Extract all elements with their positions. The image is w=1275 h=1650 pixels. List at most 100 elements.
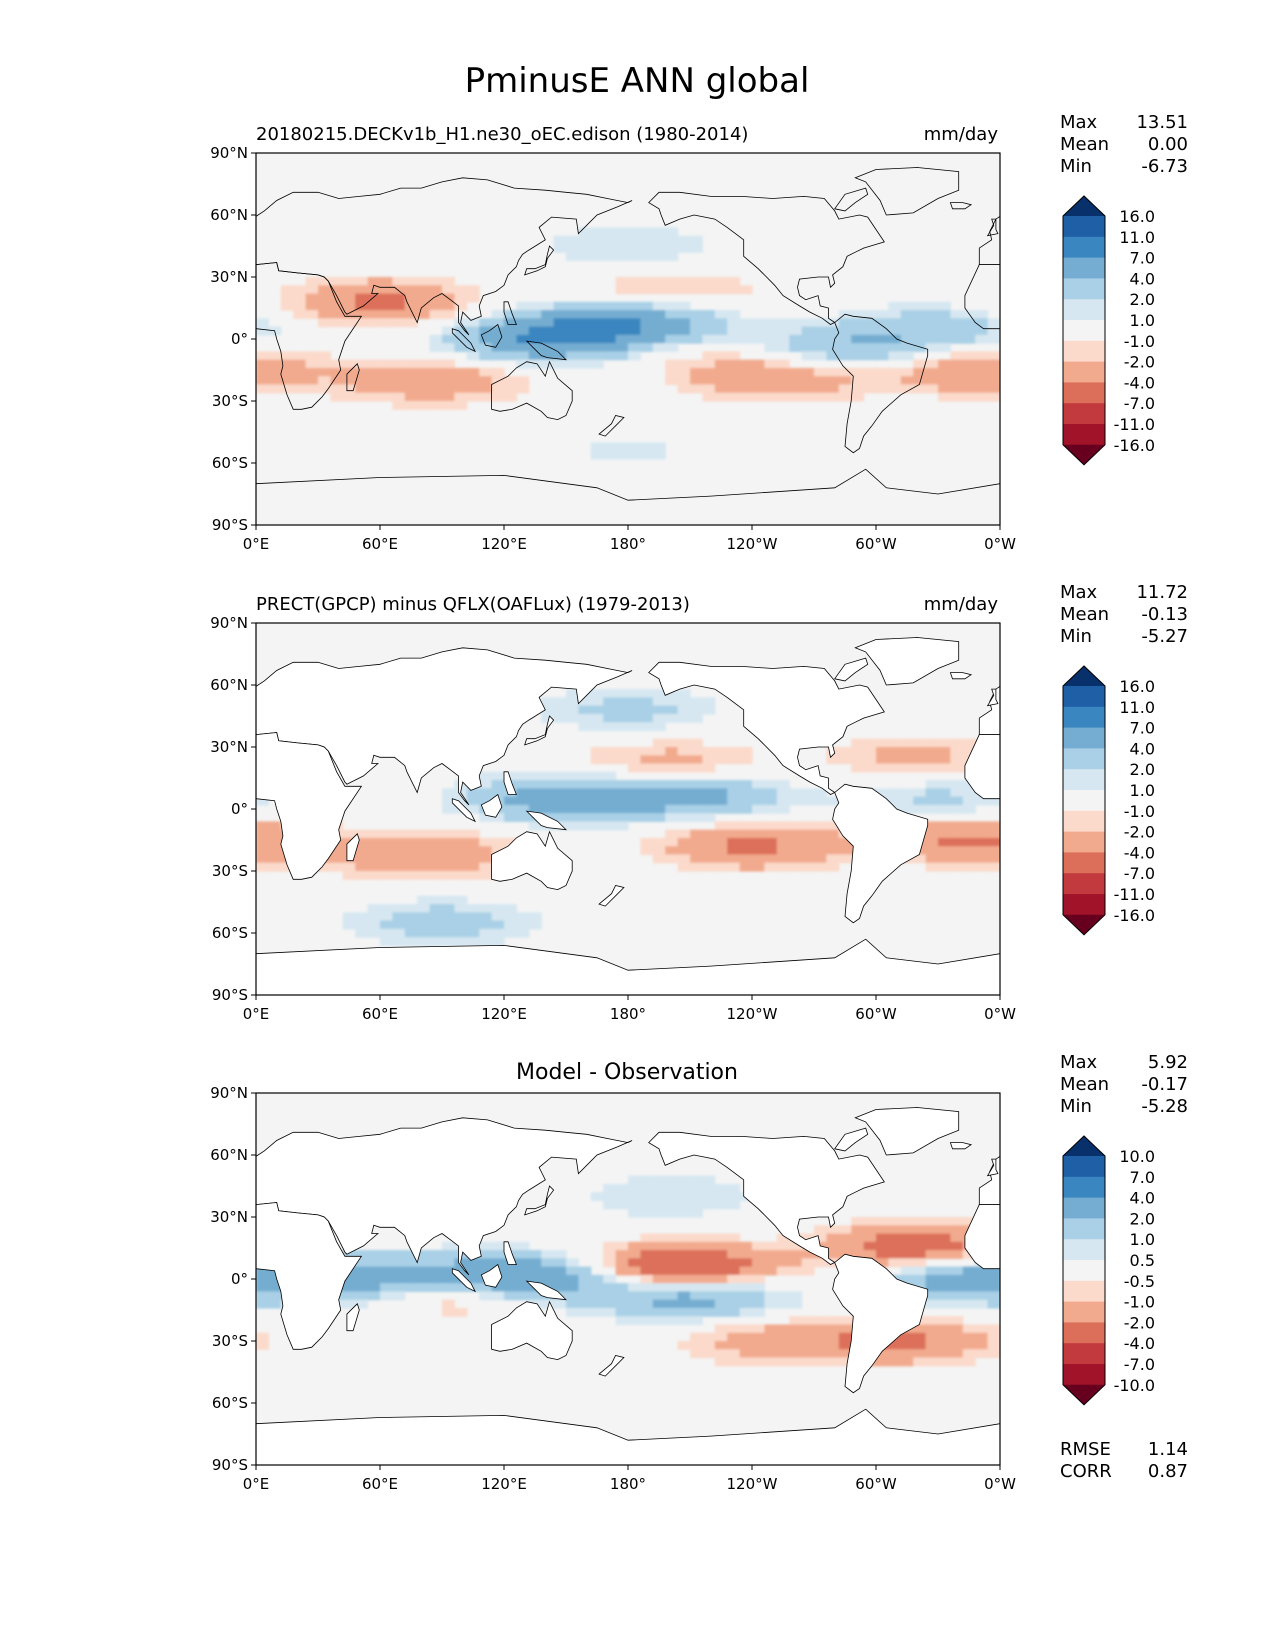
field-cell: [268, 1299, 282, 1309]
field-cell: [516, 1250, 530, 1259]
field-cell: [355, 359, 369, 369]
field-cell: [504, 326, 517, 336]
stat-label-min: Min: [1060, 626, 1092, 647]
field-cell: [702, 310, 716, 319]
field-cell: [355, 1274, 369, 1284]
field-cell: [752, 788, 765, 798]
field-cell: [702, 351, 716, 361]
field-cell: [652, 846, 666, 856]
field-cell: [330, 285, 344, 295]
field-cell: [615, 227, 629, 237]
field-cell: [677, 1175, 691, 1185]
field-cell: [950, 367, 964, 377]
field-cell: [652, 1283, 666, 1292]
field-cell: [392, 1250, 406, 1259]
field-cell: [987, 367, 1000, 377]
field-cell: [677, 796, 691, 806]
field-cell: [801, 846, 815, 856]
field-cell: [925, 1291, 939, 1301]
field-cell: [975, 1332, 989, 1342]
field-cell: [566, 697, 579, 707]
field-cell: [975, 359, 989, 369]
field-cell: [491, 1291, 505, 1301]
field-cell: [913, 301, 927, 311]
field-cell: [739, 804, 753, 814]
coastline-philippines: [1248, 1242, 1260, 1265]
field-cell: [888, 343, 902, 352]
field-cell: [925, 846, 939, 856]
field-cell: [528, 1250, 542, 1259]
field-cell: [714, 1241, 728, 1251]
y-tick-label: 30°S: [212, 1332, 248, 1350]
stat-label-max: Max: [1060, 1052, 1098, 1073]
field-cell: [714, 788, 728, 798]
field-cell: [640, 326, 654, 336]
field-cell: [466, 293, 480, 303]
field-cell: [764, 1250, 778, 1259]
field-cell: [615, 351, 629, 361]
field-cell: [950, 359, 964, 369]
field-cell: [603, 351, 617, 361]
field-cell: [652, 1266, 666, 1276]
field-cell: [938, 1250, 951, 1259]
field-cell: [714, 1357, 728, 1367]
field-cell: [280, 293, 294, 303]
field-cell: [342, 392, 356, 402]
field-cell: [454, 384, 468, 394]
colorbar-tick-label: 7.0: [1130, 1168, 1155, 1187]
field-cell: [417, 310, 431, 319]
field-cell: [789, 318, 803, 328]
field-cell: [640, 1175, 654, 1185]
field-cell: [404, 871, 418, 880]
field-cell: [652, 1316, 666, 1326]
field-cell: [404, 1258, 418, 1268]
field-cell: [776, 862, 790, 872]
field-cell: [714, 1307, 728, 1317]
field-cell: [330, 392, 344, 402]
field-cell: [925, 1233, 939, 1243]
field-cell: [776, 334, 790, 344]
field-cell: [665, 1299, 679, 1309]
field-cell: [838, 376, 852, 386]
field-cell: [752, 1258, 765, 1268]
colorbar-box: [1063, 894, 1105, 916]
field-cell: [404, 829, 418, 839]
field-cell: [640, 1192, 654, 1202]
field-cell: [727, 277, 741, 286]
field-cell: [380, 318, 393, 328]
field-cell: [429, 895, 443, 905]
field-cell: [442, 788, 455, 798]
field-cell: [702, 1200, 716, 1210]
field-cell: [442, 1258, 455, 1268]
field-cell: [838, 1357, 852, 1367]
field-cell: [516, 796, 530, 806]
field-cell: [256, 351, 269, 361]
field-cell: [640, 1208, 654, 1218]
field-cell: [342, 862, 356, 872]
field-cell: [590, 359, 604, 369]
field-cell: [727, 1299, 741, 1309]
field-cell: [466, 829, 480, 839]
field-cell: [665, 343, 679, 352]
field-cell: [516, 384, 530, 394]
field-cell: [665, 697, 679, 707]
field-cell: [491, 837, 505, 847]
coastline-north-america: [648, 191, 885, 325]
field-cell: [293, 367, 307, 377]
field-cell: [380, 837, 393, 847]
field-cell: [826, 376, 840, 386]
field-cell: [789, 1250, 803, 1259]
field-cell: [801, 837, 815, 847]
field-cell: [714, 796, 728, 806]
field-cell: [615, 1307, 629, 1317]
field-cell: [727, 351, 741, 361]
field-cell: [479, 780, 493, 789]
field-cell: [442, 334, 455, 344]
field-cell: [491, 392, 505, 402]
field-cell: [392, 846, 406, 856]
field-cell: [789, 376, 803, 386]
field-cell: [938, 763, 951, 773]
field-cell: [628, 1241, 641, 1251]
field-cell: [727, 1341, 741, 1350]
field-cell: [987, 854, 1000, 864]
